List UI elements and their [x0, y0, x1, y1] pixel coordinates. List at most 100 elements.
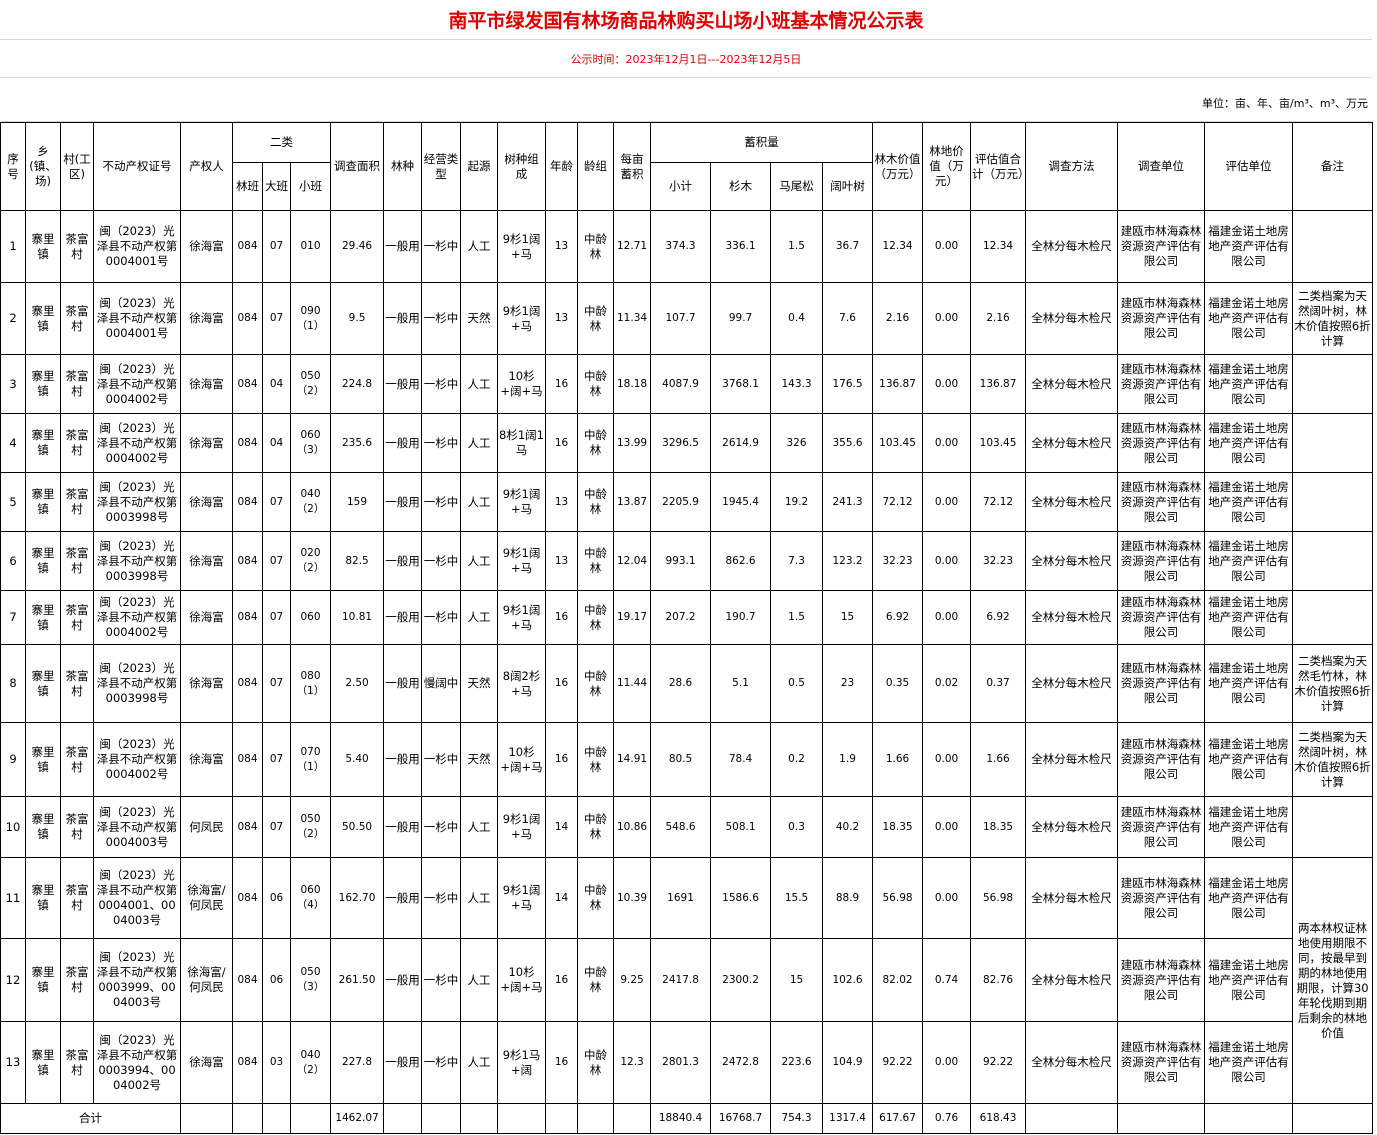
- cell: 2614.9: [710, 413, 772, 473]
- cell: 寨里镇: [25, 413, 61, 473]
- total-cell: 1317.4: [822, 1103, 874, 1134]
- cell: 寨里镇: [25, 857, 61, 939]
- cell: 全林分每木检尺: [1025, 354, 1119, 414]
- cell: 0.00: [922, 210, 972, 283]
- cell: 07: [262, 210, 291, 283]
- header-cell: 调查方法: [1025, 122, 1119, 211]
- row: 12 寨里镇 茶富村 闽（2023）光泽县不动产权第0003999、0004003号徐…: [0, 938, 1373, 1022]
- cell: 一般用: [383, 722, 423, 797]
- cell: 茶富村: [60, 531, 94, 591]
- cell: 18.18: [613, 354, 652, 414]
- cell: 29.46: [330, 210, 385, 283]
- cell: 茶富村: [60, 354, 94, 414]
- remark: [1292, 590, 1374, 645]
- cell: 寨里镇: [25, 354, 61, 414]
- cell: 徐海富: [180, 472, 233, 532]
- cell: 084: [232, 531, 263, 591]
- cell: 084: [232, 722, 263, 797]
- remark: 二类档案为天然毛竹林，林木价值按照6折计算: [1292, 644, 1374, 723]
- cell: 16: [545, 938, 579, 1022]
- cell: 0.74: [922, 938, 972, 1022]
- cell: 13: [0, 1021, 26, 1104]
- cell: 084: [232, 938, 263, 1022]
- row: 1 寨里镇 茶富村 闽（2023）光泽县不动产权第0004001号 徐海富 084 07 01…: [0, 210, 1374, 283]
- cell: 福建金诺土地房地产资产评估有限公司: [1204, 938, 1294, 1022]
- header-group: 蓄积量: [650, 122, 874, 163]
- cell: 中龄林: [577, 938, 615, 1022]
- cell: 全林分每木检尺: [1025, 590, 1119, 645]
- cell: 福建金诺土地房地产资产评估有限公司: [1204, 1021, 1294, 1104]
- cell: 06: [262, 857, 291, 939]
- cell: 12.71: [613, 210, 652, 283]
- cell: 建瓯市林海森林资源资产评估有限公司: [1117, 282, 1206, 355]
- cell: 2472.8: [710, 1021, 772, 1104]
- cell: 一般用: [383, 413, 423, 473]
- cell: 中龄林: [577, 644, 615, 723]
- cell: 福建金诺土地房地产资产评估有限公司: [1204, 644, 1294, 723]
- header-cell: 备注: [1292, 122, 1374, 211]
- total-cell: 0.76: [922, 1103, 972, 1134]
- cell: 15.5: [770, 857, 824, 939]
- cell: 084: [232, 413, 263, 473]
- cell: 闽（2023）光泽县不动产权第0003998号: [93, 644, 181, 723]
- cell: 9杉1阔+马: [497, 857, 547, 939]
- cell: 1586.6: [710, 857, 772, 939]
- cell: 50.50: [330, 796, 385, 858]
- cell: 3: [0, 354, 26, 414]
- cell: 寨里镇: [25, 722, 61, 797]
- cell: 084: [232, 282, 263, 355]
- row: 7 寨里镇 茶富村 闽（2023）光泽县不动产权第0004002号 徐海富 084 07 06…: [0, 590, 1374, 645]
- cell: 235.6: [330, 413, 385, 473]
- cell: 茶富村: [60, 644, 94, 723]
- cell: 闽（2023）光泽县不动产权第0004001号: [93, 282, 181, 355]
- cell: 176.5: [822, 354, 874, 414]
- cell: 103.45: [970, 413, 1027, 473]
- cell: 0.00: [922, 354, 972, 414]
- cell: 04: [262, 354, 291, 414]
- cell: 23: [822, 644, 874, 723]
- cell: 7: [0, 590, 26, 645]
- cell: 中龄林: [577, 796, 615, 858]
- cell: 建瓯市林海森林资源资产评估有限公司: [1117, 644, 1206, 723]
- cell: 3768.1: [710, 354, 772, 414]
- header-cell: 杉木: [710, 162, 772, 211]
- cell: 104.9: [822, 1021, 874, 1104]
- total-cell: [1025, 1103, 1119, 1134]
- cell: 9杉1阔+马: [497, 472, 547, 532]
- cell: 一般用: [383, 644, 423, 723]
- cell: 何凤民: [180, 796, 233, 858]
- cell: 56.98: [970, 857, 1027, 939]
- cell: 寨里镇: [25, 796, 61, 858]
- total-cell: [460, 1103, 499, 1134]
- cell: 人工: [460, 590, 499, 645]
- cell: 2: [0, 282, 26, 355]
- header-cell: 乡(镇、场): [25, 122, 61, 211]
- cell: 82.5: [330, 531, 385, 591]
- cell: 050（2）: [289, 354, 332, 414]
- cell: 14: [545, 857, 579, 939]
- header-cell: 林木价值（万元）: [872, 122, 924, 211]
- cell: 福建金诺土地房地产资产评估有限公司: [1204, 210, 1294, 283]
- cell: 一般用: [383, 354, 423, 414]
- cell: 建瓯市林海森林资源资产评估有限公司: [1117, 938, 1206, 1022]
- cell: 0.00: [922, 531, 972, 591]
- cell: 084: [232, 644, 263, 723]
- cell: 374.3: [650, 210, 712, 283]
- cell: 12.3: [613, 1021, 652, 1104]
- remark: [1292, 796, 1374, 858]
- cell: 2300.2: [710, 938, 772, 1022]
- cell: 一杉中: [421, 857, 462, 939]
- cell: 060（3）: [289, 413, 332, 473]
- cell: 32.23: [872, 531, 924, 591]
- cell: 0.02: [922, 644, 972, 723]
- total-cell: [383, 1103, 423, 1134]
- cell: 326: [770, 413, 824, 473]
- cell: 徐海富/何凤民: [180, 938, 233, 1022]
- remark: 二类档案为天然阔叶树，林木价值按照6折计算: [1292, 282, 1374, 355]
- cell: 寨里镇: [25, 210, 61, 283]
- cell: 福建金诺土地房地产资产评估有限公司: [1204, 413, 1294, 473]
- cell: 72.12: [872, 472, 924, 532]
- cell: 0.00: [922, 413, 972, 473]
- cell: 14.91: [613, 722, 652, 797]
- cell: 06: [262, 938, 291, 1022]
